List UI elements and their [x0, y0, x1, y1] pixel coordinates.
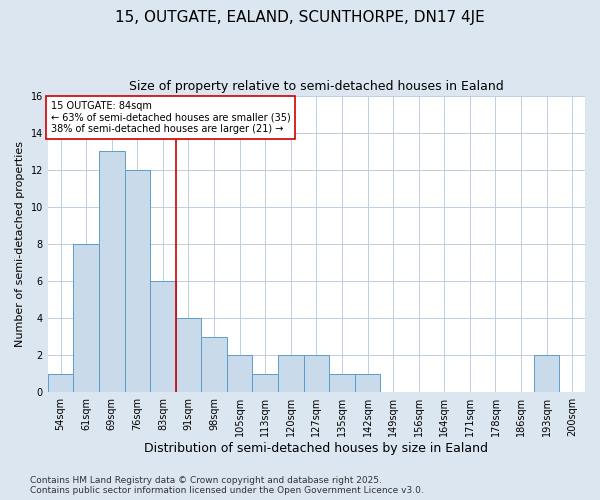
Bar	[355, 374, 380, 392]
Bar	[278, 355, 304, 392]
Title: Size of property relative to semi-detached houses in Ealand: Size of property relative to semi-detach…	[129, 80, 504, 93]
Bar	[253, 374, 278, 392]
Bar	[201, 336, 227, 392]
Text: 15, OUTGATE, EALAND, SCUNTHORPE, DN17 4JE: 15, OUTGATE, EALAND, SCUNTHORPE, DN17 4J…	[115, 10, 485, 25]
Bar	[304, 355, 329, 392]
Text: 15 OUTGATE: 84sqm
← 63% of semi-detached houses are smaller (35)
38% of semi-det: 15 OUTGATE: 84sqm ← 63% of semi-detached…	[51, 101, 290, 134]
Y-axis label: Number of semi-detached properties: Number of semi-detached properties	[15, 141, 25, 347]
Bar	[99, 151, 125, 392]
Bar	[227, 355, 253, 392]
Bar	[48, 374, 73, 392]
Bar	[125, 170, 150, 392]
Bar	[176, 318, 201, 392]
Bar	[150, 281, 176, 392]
Bar	[73, 244, 99, 392]
Bar	[329, 374, 355, 392]
Text: Contains HM Land Registry data © Crown copyright and database right 2025.
Contai: Contains HM Land Registry data © Crown c…	[30, 476, 424, 495]
Bar	[534, 355, 559, 392]
X-axis label: Distribution of semi-detached houses by size in Ealand: Distribution of semi-detached houses by …	[145, 442, 488, 455]
